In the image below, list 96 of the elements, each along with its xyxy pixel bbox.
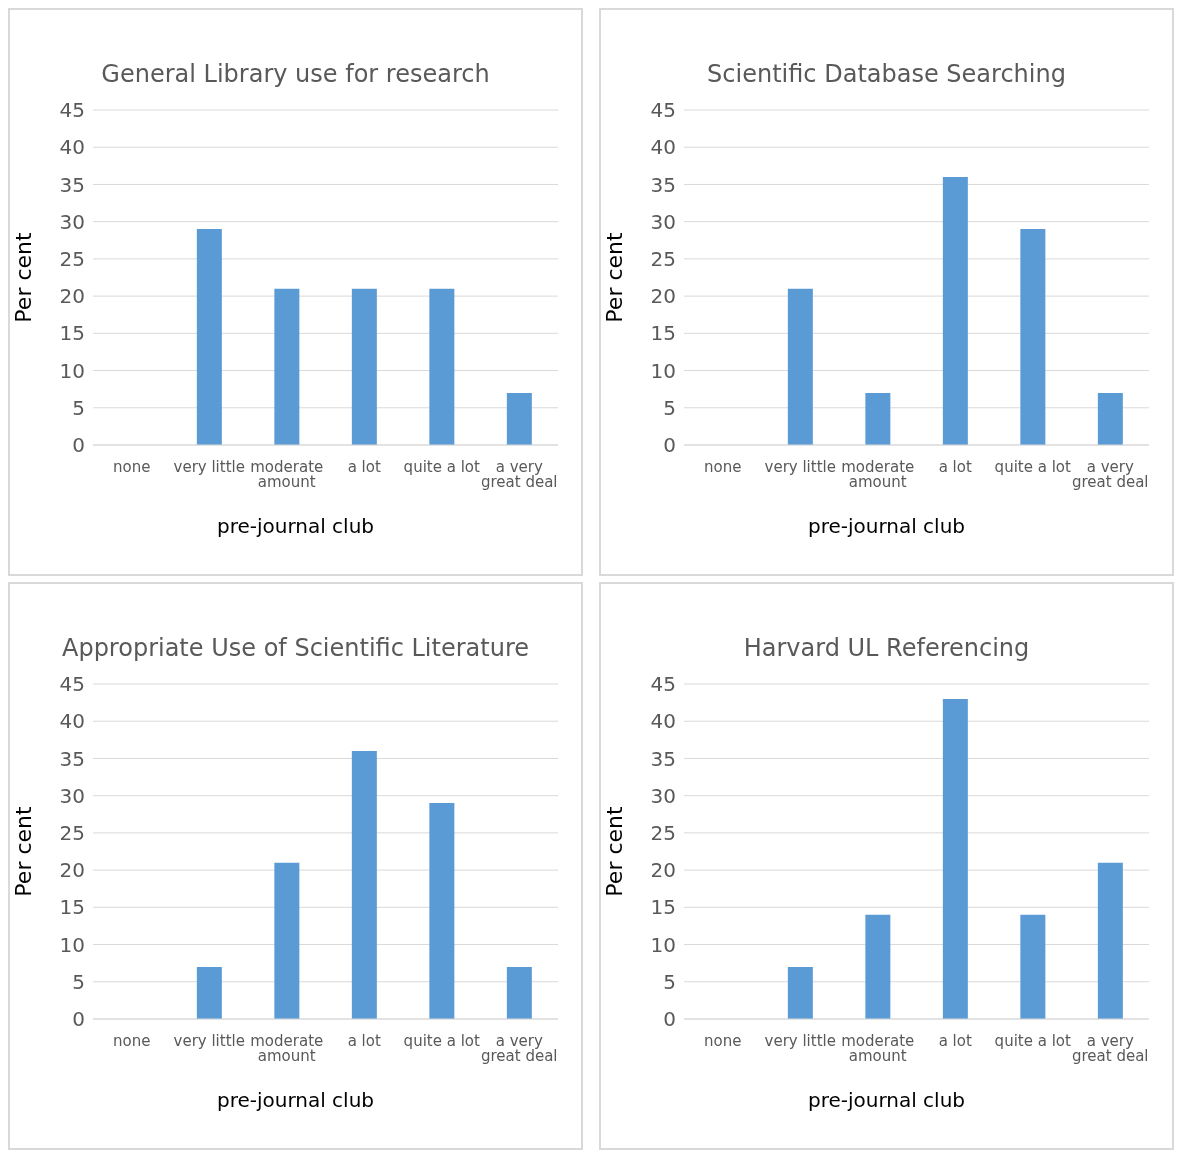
bar bbox=[1097, 862, 1123, 1019]
y-tick-label: 30 bbox=[59, 783, 85, 808]
x-tick-label: a very great deal bbox=[1071, 457, 1149, 491]
y-tick-label: 0 bbox=[663, 433, 676, 458]
x-tick-label: moderate amount bbox=[841, 457, 915, 491]
y-tick-label: 5 bbox=[72, 395, 85, 420]
x-tick-label: moderate amount bbox=[841, 1031, 915, 1065]
x-tick-label: quite a lot bbox=[994, 1031, 1071, 1050]
y-tick-label: 20 bbox=[650, 858, 676, 883]
x-axis-title: pre-journal club bbox=[216, 1088, 375, 1112]
y-tick-label: 10 bbox=[650, 358, 676, 383]
y-tick-label: 40 bbox=[59, 709, 85, 734]
chart-title: Harvard UL Referencing bbox=[743, 634, 1030, 664]
x-tick-label: a lot bbox=[347, 457, 381, 476]
y-tick-label: 40 bbox=[650, 709, 676, 734]
y-tick-label: 0 bbox=[72, 433, 85, 458]
bar bbox=[1097, 392, 1123, 445]
x-tick-label: moderate amount bbox=[250, 1031, 324, 1065]
bar bbox=[787, 288, 813, 445]
bar bbox=[351, 751, 377, 1019]
y-tick-label: 15 bbox=[59, 321, 85, 346]
y-tick-label: 5 bbox=[663, 969, 676, 994]
x-tick-label: very little bbox=[764, 457, 836, 476]
x-tick-label: quite a lot bbox=[403, 457, 480, 476]
x-tick-label: none bbox=[704, 457, 742, 476]
bar bbox=[942, 698, 968, 1019]
bar bbox=[506, 966, 532, 1019]
x-tick-label: moderate amount bbox=[250, 457, 324, 491]
y-tick-label: 30 bbox=[650, 209, 676, 234]
y-axis-title: Per cent bbox=[601, 806, 627, 897]
y-tick-label: 15 bbox=[650, 895, 676, 920]
bar bbox=[351, 288, 377, 445]
y-tick-label: 15 bbox=[650, 321, 676, 346]
chart-title: Scientific Database Searching bbox=[707, 60, 1066, 90]
bar bbox=[274, 288, 300, 445]
y-tick-label: 10 bbox=[59, 358, 85, 383]
y-tick-label: 25 bbox=[59, 246, 85, 271]
x-tick-label: a very great deal bbox=[1071, 1031, 1149, 1065]
y-tick-label: 20 bbox=[59, 284, 85, 309]
x-tick-label: a very great deal bbox=[480, 457, 558, 491]
bar bbox=[274, 862, 300, 1019]
y-tick-label: 45 bbox=[650, 98, 676, 123]
bar bbox=[942, 177, 968, 445]
y-tick-label: 15 bbox=[59, 895, 85, 920]
bar bbox=[196, 229, 222, 445]
y-tick-label: 10 bbox=[650, 932, 676, 957]
x-tick-label: very little bbox=[173, 457, 245, 476]
x-tick-label: none bbox=[113, 1031, 151, 1050]
y-tick-label: 20 bbox=[59, 858, 85, 883]
y-tick-label: 30 bbox=[650, 783, 676, 808]
x-tick-label: quite a lot bbox=[403, 1031, 480, 1050]
y-tick-label: 25 bbox=[650, 246, 676, 271]
y-tick-label: 35 bbox=[650, 172, 676, 197]
x-axis-title: pre-journal club bbox=[216, 514, 375, 538]
bar bbox=[1020, 229, 1046, 445]
x-tick-label: very little bbox=[173, 1031, 245, 1050]
y-tick-label: 5 bbox=[663, 395, 676, 420]
x-tick-label: a lot bbox=[938, 1031, 972, 1050]
y-axis-title: Per cent bbox=[601, 232, 627, 323]
x-tick-label: none bbox=[704, 1031, 742, 1050]
y-tick-label: 35 bbox=[650, 746, 676, 771]
x-axis-title: pre-journal club bbox=[807, 1088, 966, 1112]
y-tick-label: 30 bbox=[59, 209, 85, 234]
x-tick-label: none bbox=[113, 457, 151, 476]
y-tick-label: 35 bbox=[59, 172, 85, 197]
y-tick-label: 40 bbox=[59, 135, 85, 160]
y-tick-label: 45 bbox=[59, 672, 85, 697]
chart-title: Appropriate Use of Scientific Literature bbox=[61, 634, 530, 664]
y-tick-label: 0 bbox=[72, 1007, 85, 1032]
y-tick-label: 20 bbox=[650, 284, 676, 309]
y-axis-title: Per cent bbox=[10, 232, 36, 323]
y-tick-label: 45 bbox=[59, 98, 85, 123]
y-tick-label: 40 bbox=[650, 135, 676, 160]
chart-title: General Library use for research bbox=[101, 60, 490, 90]
bar bbox=[865, 914, 891, 1019]
y-tick-label: 45 bbox=[650, 672, 676, 697]
x-tick-label: a lot bbox=[938, 457, 972, 476]
bar bbox=[506, 392, 532, 445]
bar bbox=[429, 803, 455, 1019]
y-tick-label: 10 bbox=[59, 932, 85, 957]
bar bbox=[196, 966, 222, 1019]
x-axis-title: pre-journal club bbox=[807, 514, 966, 538]
y-tick-label: 25 bbox=[650, 820, 676, 845]
bar bbox=[865, 392, 891, 445]
bar bbox=[429, 288, 455, 445]
x-tick-label: a lot bbox=[347, 1031, 381, 1050]
y-tick-label: 35 bbox=[59, 746, 85, 771]
bar bbox=[1020, 914, 1046, 1019]
x-tick-label: very little bbox=[764, 1031, 836, 1050]
y-tick-label: 5 bbox=[72, 969, 85, 994]
y-tick-label: 0 bbox=[663, 1007, 676, 1032]
x-tick-label: quite a lot bbox=[994, 457, 1071, 476]
y-axis-title: Per cent bbox=[10, 806, 36, 897]
x-tick-label: a very great deal bbox=[480, 1031, 558, 1065]
bar bbox=[787, 966, 813, 1019]
y-tick-label: 25 bbox=[59, 820, 85, 845]
